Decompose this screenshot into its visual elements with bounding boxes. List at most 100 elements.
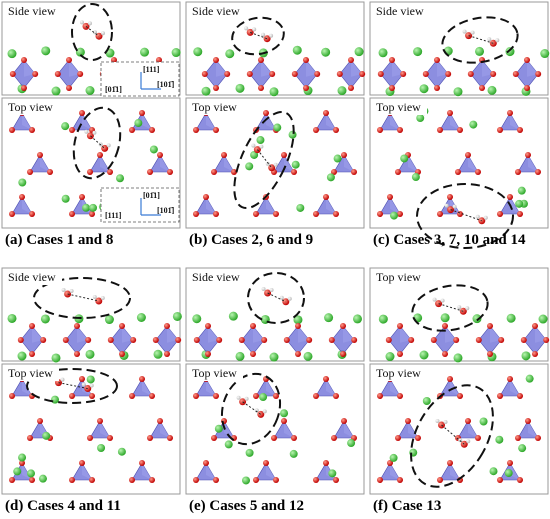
calcium bbox=[515, 199, 524, 208]
calcium bbox=[7, 313, 17, 323]
calcium bbox=[453, 87, 463, 97]
oxygen bbox=[507, 110, 513, 116]
calcium bbox=[413, 47, 423, 57]
oxygen bbox=[211, 435, 217, 441]
oxygen bbox=[21, 57, 27, 63]
oxygen bbox=[351, 169, 357, 175]
octahedron-face bbox=[527, 60, 539, 77]
inset-box bbox=[100, 61, 180, 97]
calcium bbox=[525, 374, 534, 383]
calcium bbox=[416, 114, 425, 123]
oxygen bbox=[434, 85, 440, 91]
panel-caption: (f) Case 13 bbox=[373, 498, 441, 514]
calcium bbox=[400, 154, 409, 163]
calcium bbox=[134, 119, 143, 128]
oxygen bbox=[32, 71, 39, 77]
oxygen bbox=[323, 376, 329, 382]
oxygen bbox=[193, 211, 199, 217]
side-view-label: Top view bbox=[376, 270, 421, 284]
oxygen bbox=[129, 393, 135, 399]
label-bg bbox=[4, 366, 59, 381]
oxygen bbox=[295, 323, 301, 329]
oxygen bbox=[313, 127, 319, 133]
oxygen bbox=[377, 71, 384, 77]
calcium bbox=[13, 467, 22, 476]
oxygen bbox=[515, 435, 521, 441]
oxygen bbox=[37, 152, 43, 158]
calcium bbox=[245, 448, 254, 457]
octahedron-face bbox=[122, 326, 134, 343]
axis-label: [01̄1] bbox=[105, 85, 122, 94]
calcium bbox=[475, 46, 485, 56]
oxygen bbox=[385, 337, 392, 343]
tetrahedron-face bbox=[510, 113, 520, 130]
oxygen bbox=[213, 211, 219, 217]
panel-caption: (c) Cases 3, 7, 10 and 14 bbox=[373, 232, 526, 248]
oxygen bbox=[447, 110, 453, 116]
oxygen bbox=[258, 57, 264, 63]
water-hydrogen bbox=[435, 419, 440, 423]
tetrahedron-face bbox=[142, 379, 152, 396]
calcium bbox=[517, 186, 526, 195]
top-view-atoms bbox=[193, 110, 357, 217]
octahedron-face bbox=[77, 326, 89, 343]
highlight-ellipse bbox=[220, 372, 282, 446]
tetrahedron-face bbox=[266, 379, 276, 396]
oxygen bbox=[149, 127, 155, 133]
calcium bbox=[18, 178, 27, 187]
oxygen bbox=[400, 71, 407, 77]
calcium bbox=[328, 469, 337, 478]
oxygen bbox=[447, 460, 453, 466]
calcium bbox=[354, 47, 364, 57]
oxygen bbox=[27, 169, 33, 175]
oxygen bbox=[261, 337, 268, 343]
oxygen bbox=[490, 71, 497, 77]
water-hydrogen bbox=[89, 383, 94, 388]
oxygen bbox=[139, 376, 145, 382]
calcium bbox=[224, 440, 233, 449]
calcium bbox=[235, 83, 245, 93]
oxygen bbox=[323, 194, 329, 200]
water-hydrogen bbox=[462, 29, 467, 34]
oxygen bbox=[224, 71, 231, 77]
oxygen bbox=[263, 110, 269, 116]
water-hydrogen bbox=[84, 129, 89, 134]
side-view-label: Side view bbox=[8, 4, 56, 18]
oxygen bbox=[487, 351, 493, 357]
oxygen bbox=[303, 57, 309, 63]
oxygen bbox=[333, 127, 339, 133]
oxygen bbox=[175, 337, 182, 343]
calcium bbox=[333, 154, 342, 163]
calcium bbox=[235, 351, 245, 361]
tetrahedron-face bbox=[22, 113, 32, 130]
oxygen bbox=[164, 351, 170, 357]
tetrahedron-face bbox=[266, 197, 276, 214]
tetrahedron-face bbox=[206, 379, 216, 396]
water-hydrogen bbox=[244, 26, 249, 31]
tetrahedron-face bbox=[510, 197, 520, 214]
octahedron-face bbox=[261, 60, 273, 77]
oxygen bbox=[377, 211, 383, 217]
oxygen bbox=[377, 477, 383, 483]
oxygen bbox=[164, 323, 170, 329]
calcium bbox=[136, 312, 146, 322]
oxygen bbox=[54, 71, 61, 77]
water-hydrogen bbox=[61, 288, 66, 292]
water-hydrogen bbox=[265, 161, 270, 166]
oxygen bbox=[213, 393, 219, 399]
top-view-label: Top view bbox=[8, 100, 53, 114]
panel: Side view Top view (e) Cases 5 and 12 bbox=[185, 267, 365, 514]
oxygen bbox=[313, 211, 319, 217]
oxygen bbox=[271, 435, 277, 441]
oxygen bbox=[97, 418, 103, 424]
oxygen bbox=[9, 477, 15, 483]
oxygen bbox=[9, 211, 15, 217]
oxygen bbox=[475, 169, 481, 175]
oxygen bbox=[69, 211, 75, 217]
oxygen bbox=[253, 477, 259, 483]
oxygen bbox=[389, 57, 395, 63]
water-hydrogen bbox=[483, 215, 488, 220]
calcium bbox=[293, 315, 303, 325]
oxygen bbox=[130, 337, 137, 343]
